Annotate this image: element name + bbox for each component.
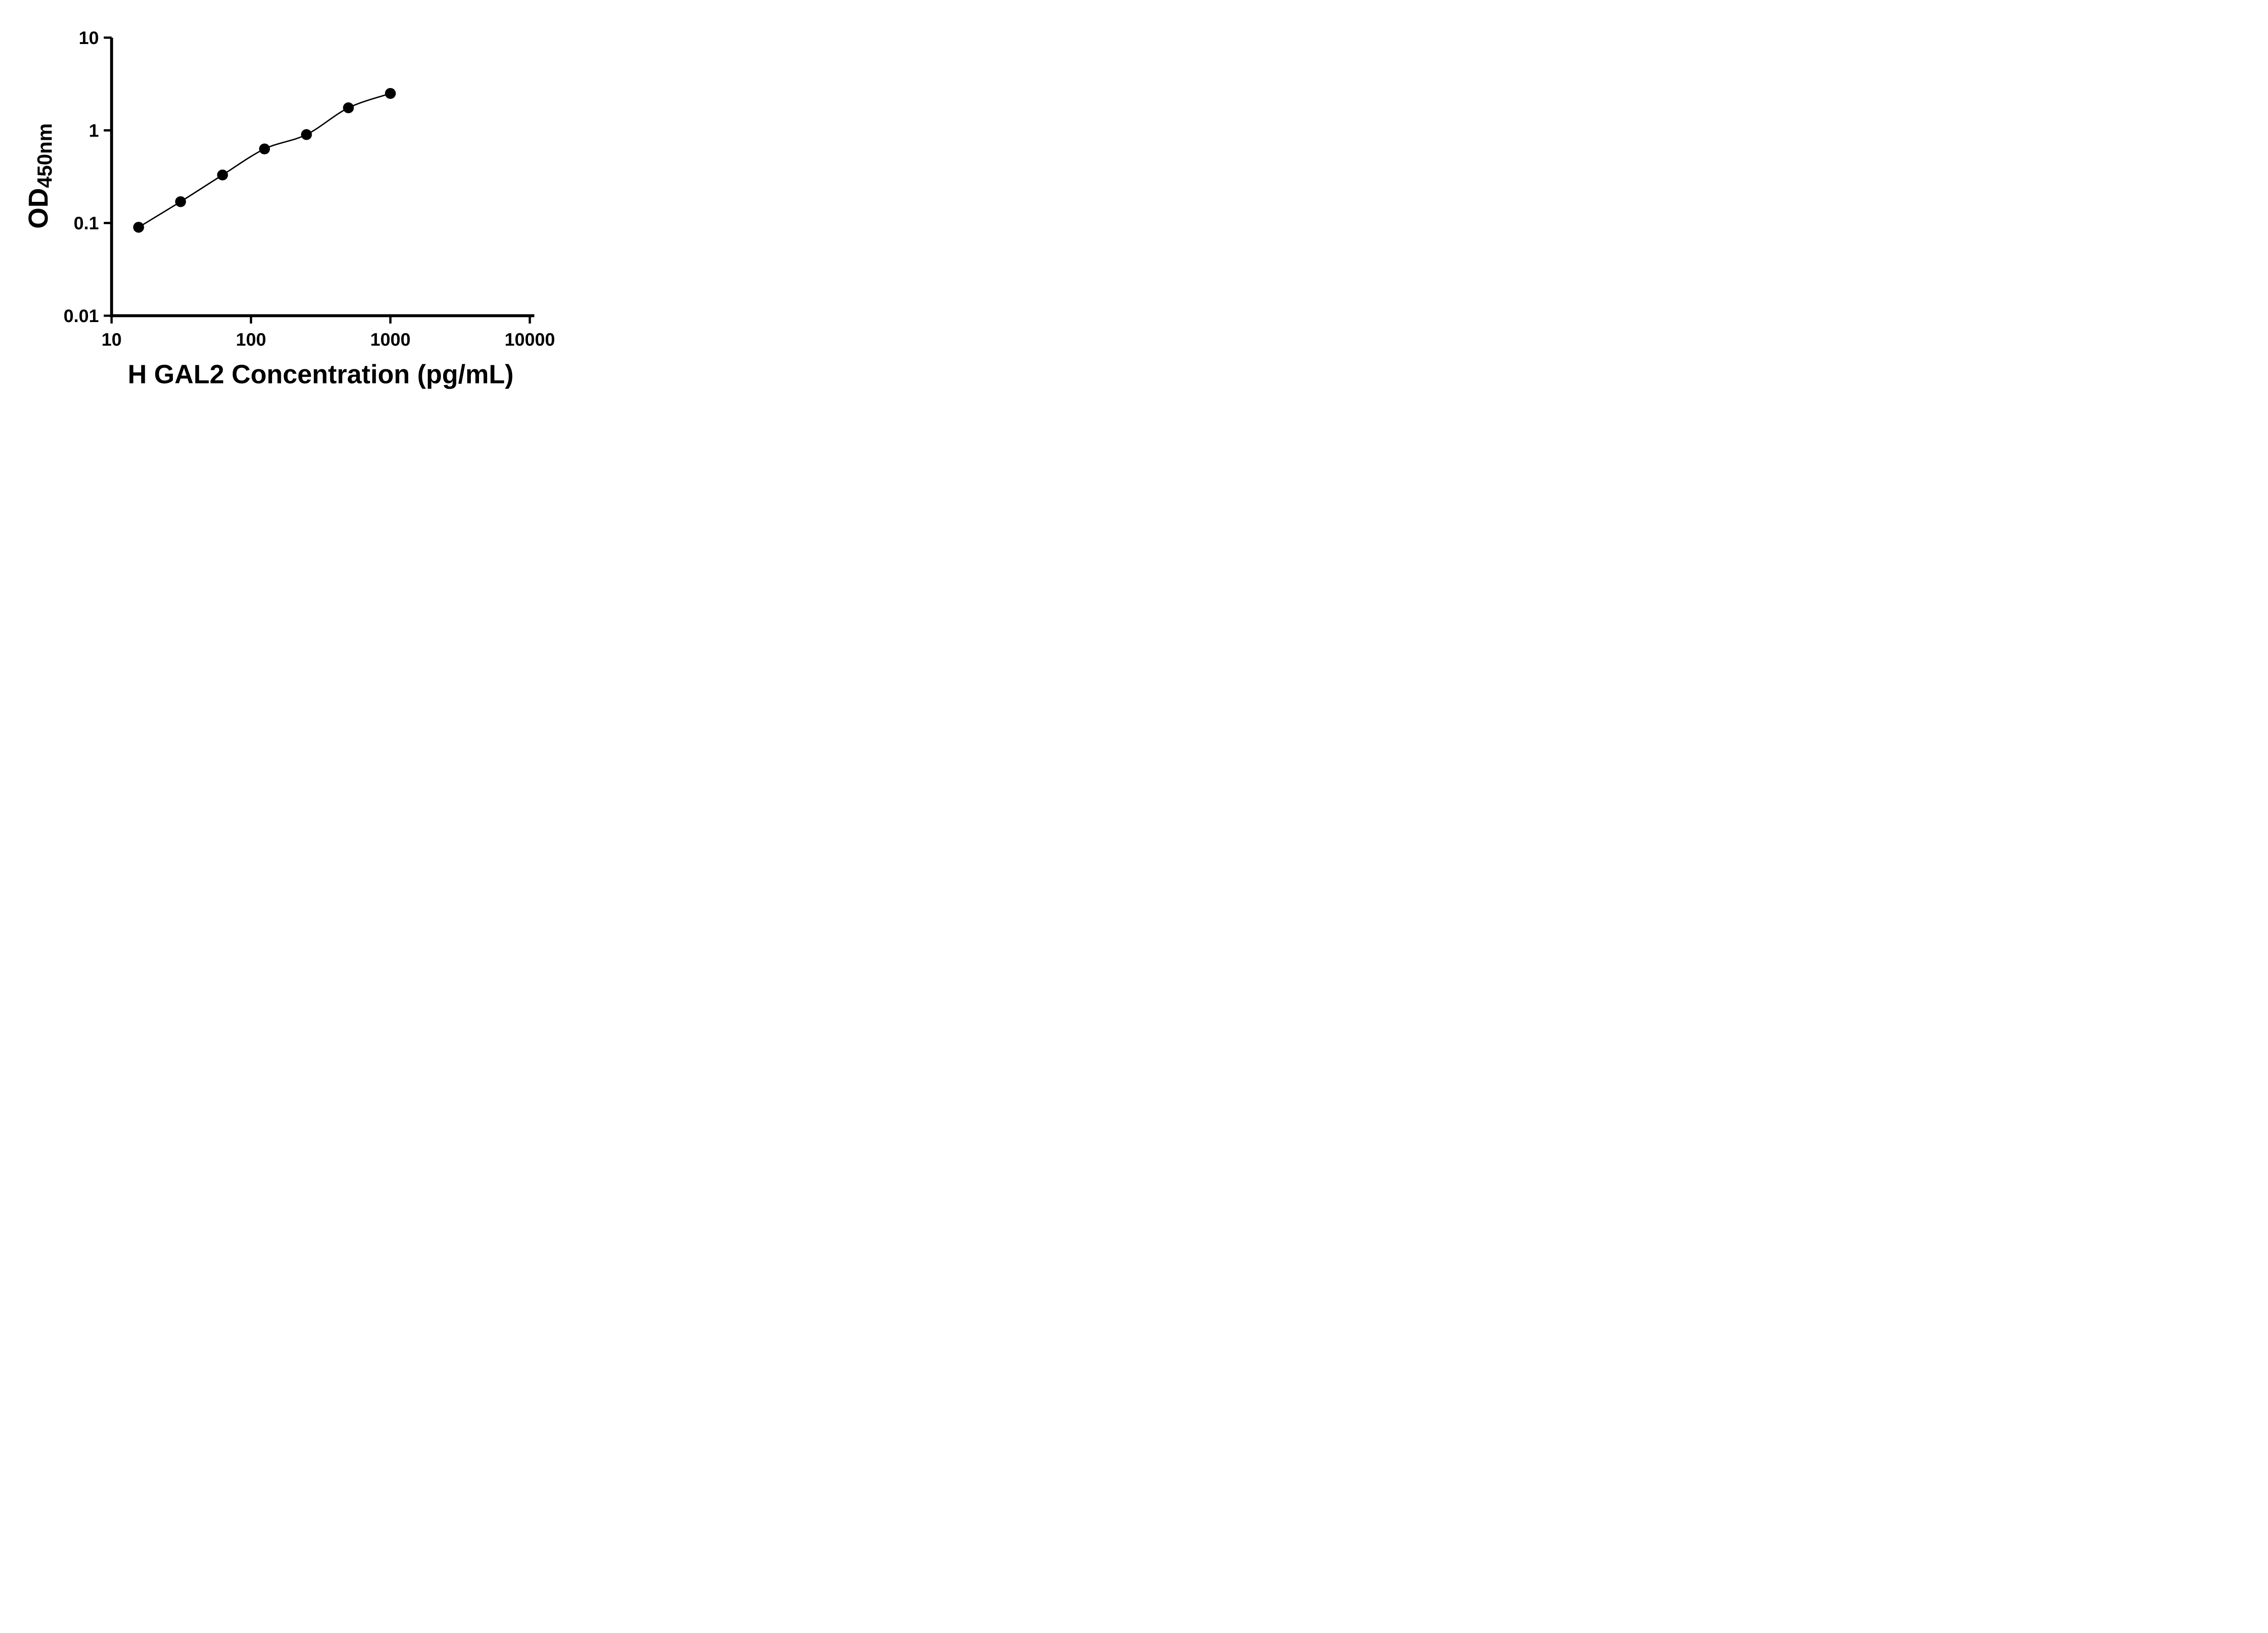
data-point bbox=[259, 143, 270, 155]
y-tick-label: 0.1 bbox=[73, 214, 99, 234]
fit-curve bbox=[138, 93, 391, 228]
y-axis-title-main: OD bbox=[23, 188, 54, 229]
x-tick-label: 100 bbox=[236, 330, 266, 350]
x-tick-label: 1000 bbox=[370, 330, 411, 350]
y-axis-title: OD450nm bbox=[23, 123, 56, 229]
y-tick-label: 10 bbox=[79, 28, 99, 48]
data-point bbox=[175, 196, 186, 207]
y-tick-label: 1 bbox=[89, 121, 99, 141]
data-point bbox=[217, 169, 228, 181]
y-tick-label: 0.01 bbox=[64, 306, 99, 326]
x-tick-label: 10 bbox=[102, 330, 122, 350]
x-tick-label: 10000 bbox=[504, 330, 555, 350]
standard-curve-figure: 10 100 1000 10000 0.01 0.1 1 10 OD450nm H GAL2 … bbox=[0, 0, 583, 408]
y-axis-title-subscript: 450nm bbox=[33, 123, 56, 188]
data-point bbox=[133, 222, 144, 233]
data-point bbox=[301, 129, 312, 140]
data-point bbox=[385, 88, 396, 99]
chart-canvas: 10 100 1000 10000 0.01 0.1 1 10 bbox=[64, 28, 555, 350]
x-axis-title: H GAL2 Concentration (pg/mL) bbox=[127, 360, 514, 389]
data-point bbox=[343, 102, 354, 113]
